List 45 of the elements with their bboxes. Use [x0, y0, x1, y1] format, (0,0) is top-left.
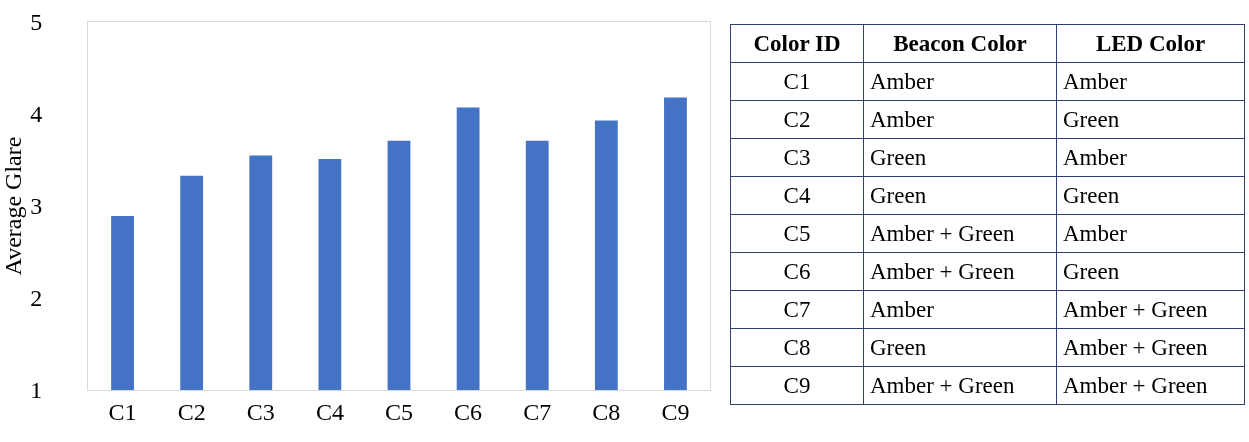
text: Amber + Green — [1063, 334, 1208, 360]
text: C8 — [783, 334, 811, 360]
y-tick-label: 3 — [30, 193, 43, 220]
y-tick-label: 4 — [30, 101, 43, 128]
text: Amber + Green — [870, 372, 1015, 398]
text: Amber — [1063, 144, 1127, 170]
text: Green — [870, 182, 927, 208]
text: Amber — [870, 68, 934, 94]
text: C3 — [783, 144, 811, 170]
text: Amber — [1063, 220, 1127, 246]
text: Green — [1063, 182, 1120, 208]
x-tick-label: C8 — [592, 398, 621, 425]
text: Green — [870, 144, 927, 170]
x-tick-label: C2 — [177, 398, 206, 425]
text: Amber + Green — [870, 220, 1015, 246]
text: Green — [1063, 258, 1120, 284]
y-tick-label: 2 — [30, 285, 43, 312]
text: Amber — [870, 106, 934, 132]
text: Amber — [870, 296, 934, 322]
text: Amber + Green — [1063, 372, 1208, 398]
x-tick-label: C4 — [315, 398, 344, 425]
x-tick-label: C7 — [523, 398, 552, 425]
y-tick-label: 5 — [30, 9, 43, 36]
text: Green — [1063, 106, 1120, 132]
y-tick-label: 1 — [30, 377, 43, 404]
text: C5 — [783, 220, 811, 246]
text: C9 — [783, 372, 811, 398]
y-axis-title: Average Glare — [0, 136, 26, 276]
x-tick-label: C1 — [108, 398, 137, 425]
text: Green — [870, 334, 927, 360]
text: C6 — [783, 258, 811, 284]
text: C7 — [783, 296, 811, 322]
x-tick-label: C6 — [454, 398, 483, 425]
text: C1 — [783, 68, 811, 94]
category-label: LED Color — [1056, 24, 1245, 63]
text: Amber + Green — [870, 258, 1015, 284]
category-label: Color ID — [730, 24, 864, 63]
x-tick-label: C9 — [661, 398, 690, 425]
category-label: Beacon Color — [863, 24, 1057, 63]
text: C2 — [783, 106, 811, 132]
text: Amber + Green — [1063, 296, 1208, 322]
x-tick-label: C3 — [246, 398, 275, 425]
x-tick-label: C5 — [384, 398, 414, 425]
text: C4 — [783, 182, 811, 208]
text: Amber — [1063, 68, 1127, 94]
